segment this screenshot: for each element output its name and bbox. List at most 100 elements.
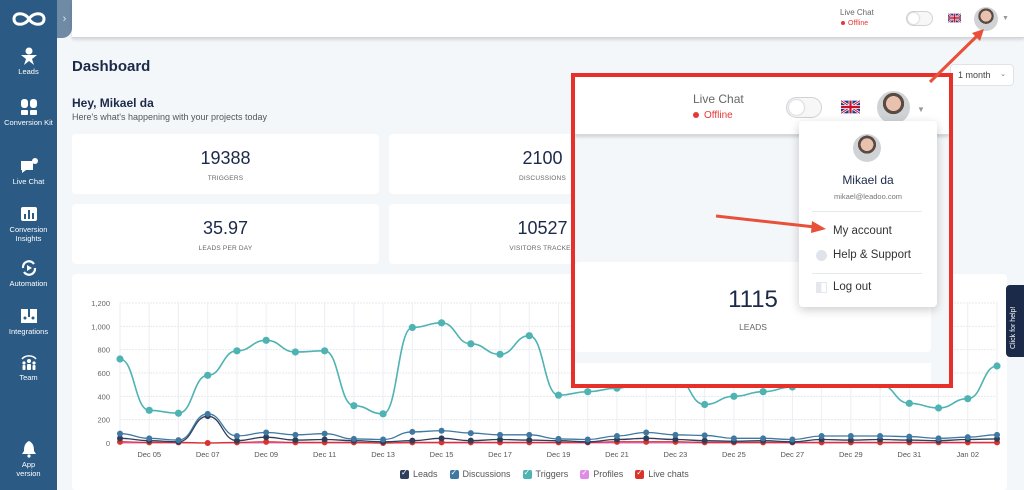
legend-item-triggers[interactable]: Triggers (522, 468, 568, 479)
live-chat-label: Live Chat (693, 92, 744, 106)
legend-item-live-chats[interactable]: Live chats (635, 468, 689, 479)
live-chat-status: Offline (841, 20, 868, 27)
chevron-down-icon[interactable]: ▼ (1002, 15, 1009, 22)
sidebar-item-integrations[interactable]: Integrations (0, 307, 57, 336)
sidebar-item-leads[interactable]: Leads (0, 47, 57, 76)
svg-text:Dec 05: Dec 05 (137, 450, 161, 459)
stat-card-partial (575, 363, 931, 384)
conversion-kit-icon (20, 99, 37, 115)
leadoo-logo[interactable] (0, 0, 57, 38)
sidebar-item-label: App version (16, 460, 41, 478)
legend-label: Live chats (648, 469, 689, 479)
checkbox-icon (522, 468, 532, 479)
stat-value: 2100 (522, 148, 563, 168)
live-chat-toggle[interactable] (906, 11, 933, 26)
legend-item-profiles[interactable]: Profiles (580, 468, 624, 479)
svg-text:400: 400 (97, 392, 110, 401)
stat-label: VISITORS TRACKED (509, 245, 576, 252)
stat-value: 35.97 (202, 218, 249, 238)
legend-item-leads[interactable]: Leads (400, 468, 438, 479)
sidebar-item-label: Team (19, 373, 38, 382)
sidebar-item-label: Live Chat (12, 177, 45, 186)
svg-text:Dec 27: Dec 27 (780, 450, 804, 459)
svg-text:Dec 21: Dec 21 (605, 450, 629, 459)
svg-text:Dec 19: Dec 19 (547, 450, 571, 459)
legend-label: Profiles (593, 469, 624, 479)
user-avatar (853, 134, 881, 162)
help-icon (816, 249, 827, 261)
help-tab-label: Click for help! (1010, 306, 1017, 349)
svg-text:Dec 07: Dec 07 (196, 450, 220, 459)
greeting-subtitle: Here's what's happening with your projec… (72, 112, 268, 122)
top-bar (72, 0, 1024, 38)
infinity-logo-icon (11, 12, 46, 26)
sidebar-item-app-version[interactable]: App version (0, 440, 57, 478)
star-person-icon (20, 47, 37, 65)
sidebar-collapse-toggle[interactable]: › (57, 0, 72, 38)
menu-item-log-out[interactable]: Log out (816, 281, 871, 293)
live-chat-toggle[interactable] (786, 97, 822, 118)
stat-value: 1115 (728, 286, 778, 313)
user-avatar[interactable] (877, 91, 910, 124)
menu-item-my-account[interactable]: My account (816, 225, 892, 237)
legend-label: Leads (413, 469, 438, 479)
sidebar-item-label: Conversion Insights (9, 225, 48, 243)
integrations-icon (20, 309, 37, 323)
uk-flag-icon[interactable] (841, 100, 860, 114)
svg-text:Dec 15: Dec 15 (430, 450, 454, 459)
chat-bubble-icon (20, 158, 38, 173)
svg-text:Dec 31: Dec 31 (897, 450, 921, 459)
live-chat-status: Offline (693, 110, 733, 121)
checkbox-icon (580, 468, 590, 479)
stat-label: LEADS PER DAY (198, 245, 253, 252)
stat-label: LEADS (739, 322, 767, 332)
svg-text:800: 800 (97, 346, 110, 355)
menu-item-help-support[interactable]: Help & Support (816, 249, 911, 261)
period-value: 1 month (958, 70, 991, 80)
stat-value: 10527 (517, 218, 568, 238)
sidebar-item-conversion-kit[interactable]: Conversion Kit (0, 98, 57, 127)
bar-chart-icon (20, 207, 37, 221)
svg-text:600: 600 (97, 369, 110, 378)
menu-item-label: Help & Support (833, 249, 911, 261)
sidebar-item-label: Conversion Kit (4, 118, 53, 127)
sidebar-item-team[interactable]: Team (0, 353, 57, 382)
stat-label: TRIGGERS (207, 175, 244, 182)
user-menu-dropdown: Mikael da mikael@leadoo.com My account H… (799, 121, 937, 307)
live-chat-label: Live Chat (840, 8, 874, 17)
user-email: mikael@leadoo.com (833, 192, 903, 201)
checkbox-icon (635, 468, 645, 479)
period-select[interactable]: 1 month ⌄ (950, 64, 1014, 86)
svg-text:Dec 11: Dec 11 (313, 450, 336, 459)
sidebar-item-label: Leads (18, 67, 39, 76)
user-name: Mikael da (842, 173, 894, 187)
help-tab[interactable]: Click for help! (1006, 285, 1024, 357)
sidebar-item-automation[interactable]: Automation (0, 259, 57, 288)
account-icon (816, 226, 827, 237)
uk-flag-icon[interactable] (948, 13, 961, 23)
checkbox-icon (449, 468, 459, 479)
sidebar-item-live-chat[interactable]: Live Chat (0, 157, 57, 186)
sidebar-item-label: Automation (9, 279, 48, 288)
menu-item-label: Log out (833, 281, 872, 293)
svg-text:200: 200 (97, 416, 110, 425)
svg-text:1,000: 1,000 (91, 322, 110, 331)
svg-text:Jan 02: Jan 02 (957, 450, 980, 459)
stat-label: DISCUSSIONS (519, 175, 566, 182)
chevron-down-icon[interactable]: ▼ (917, 105, 925, 114)
divider (812, 211, 922, 212)
logout-icon (816, 281, 827, 293)
svg-text:Dec 09: Dec 09 (254, 450, 278, 459)
page-title: Dashboard (72, 58, 151, 75)
line-chart: 0 200 400 600 800 1,000 1,200 Dec 05 Dec 07 Dec 0… (91, 299, 1001, 459)
sidebar-item-label: Integrations (8, 327, 49, 336)
chart-legend: Leads Discussions Triggers Profiles Live… (400, 468, 689, 479)
legend-label: Discussions (462, 469, 511, 479)
automation-refresh-icon (21, 260, 36, 276)
sidebar-item-conversion-insights[interactable]: Conversion Insights (0, 205, 57, 243)
user-avatar[interactable] (974, 7, 998, 31)
stat-card-triggers: 19388 TRIGGERS (72, 134, 379, 194)
svg-text:Dec 23: Dec 23 (664, 450, 688, 459)
legend-item-discussions[interactable]: Discussions (449, 468, 511, 479)
chevron-right-icon: › (62, 13, 67, 25)
